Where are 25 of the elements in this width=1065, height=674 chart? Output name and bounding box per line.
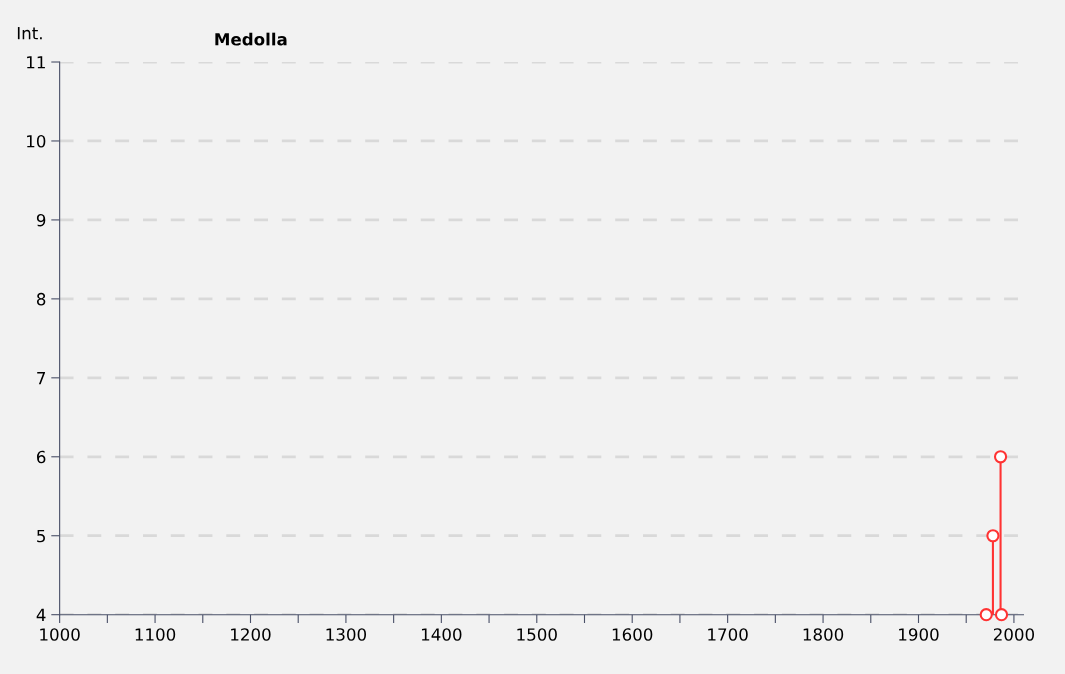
x-tick-label: 1300 <box>326 628 367 641</box>
x-tick-label: 1600 <box>612 628 653 641</box>
y-axis-title: Int. <box>17 27 42 40</box>
point <box>986 529 1000 543</box>
point <box>994 608 1009 622</box>
x-tick-label: 1000 <box>40 628 80 641</box>
y-tick-label: 6 <box>37 450 46 464</box>
point <box>979 608 993 622</box>
x-tick-label: 1100 <box>135 628 176 641</box>
y-tick-label: 8 <box>36 292 46 306</box>
x-tick-label: 1900 <box>899 628 939 641</box>
x-tick-label: 1400 <box>421 628 462 641</box>
y-tick-label: 5 <box>37 529 45 543</box>
x-tick-label: 1200 <box>231 628 271 641</box>
y-tick-label: 4 <box>36 608 46 622</box>
y-tick-label: 7 <box>37 372 46 385</box>
point <box>993 450 1008 464</box>
x-tick-label: 1700 <box>708 628 748 641</box>
x-tick-label: 1500 <box>517 628 557 641</box>
y-tick-label: 9 <box>36 213 46 227</box>
x-tick-label: 1800 <box>803 628 844 641</box>
chart-title: Medolla <box>215 32 287 46</box>
x-tick-label: 2000 <box>993 628 1035 641</box>
y-tick-label: 10 <box>27 134 46 148</box>
y-tick-label: 11 <box>27 56 45 69</box>
